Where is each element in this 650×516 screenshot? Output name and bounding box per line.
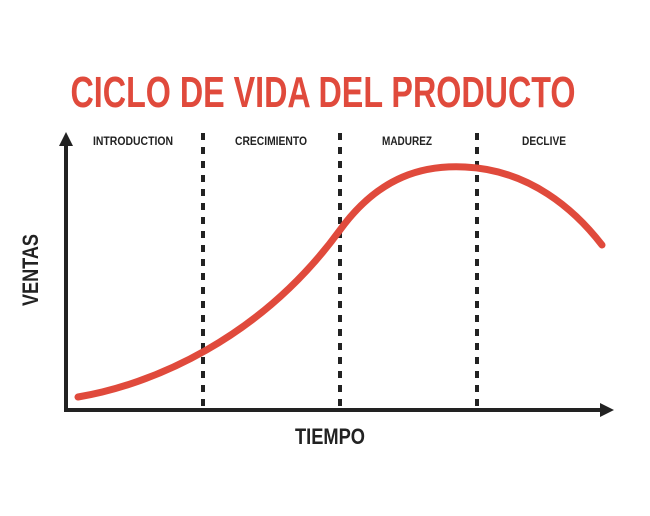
x-arrow: [600, 403, 614, 417]
stage-label: INTRODUCTION: [93, 134, 173, 148]
life-cycle-curve: [74, 163, 606, 401]
y-axis-label: VENTAS: [18, 234, 43, 306]
title: CICLO DE VIDA DEL PRODUCTO: [71, 68, 576, 117]
stage-label: DECLIVE: [522, 134, 566, 148]
stage-label: MADUREZ: [382, 134, 432, 148]
stage-label: CRECIMIENTO: [235, 134, 307, 148]
x-axis-label: TIEMPO: [295, 424, 365, 449]
y-arrow: [59, 132, 73, 146]
